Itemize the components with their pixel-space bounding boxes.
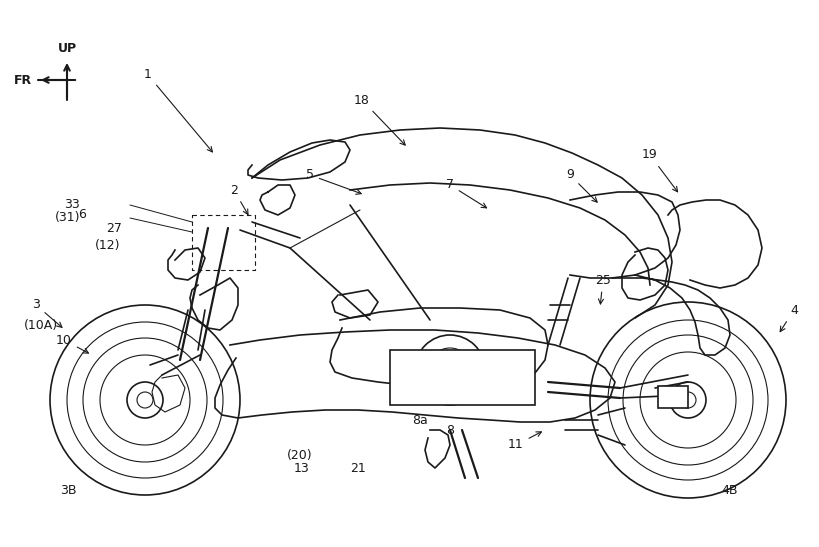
Text: 8a: 8a — [412, 414, 428, 427]
Text: 10: 10 — [56, 334, 88, 353]
Text: (12): (12) — [94, 238, 120, 252]
Text: 33: 33 — [64, 199, 80, 212]
Text: 5: 5 — [305, 168, 361, 194]
Text: 11: 11 — [508, 432, 541, 451]
Text: 3B: 3B — [60, 484, 76, 497]
Text: 2: 2 — [229, 183, 247, 214]
Text: 25: 25 — [595, 274, 610, 304]
Text: (20): (20) — [287, 449, 312, 462]
Text: 8: 8 — [446, 423, 454, 437]
Text: 4: 4 — [779, 304, 797, 331]
Text: 18: 18 — [354, 94, 405, 145]
Text: (31): (31) — [54, 212, 80, 224]
Text: UP: UP — [57, 42, 76, 55]
Text: 21: 21 — [350, 462, 365, 474]
Text: 27: 27 — [106, 222, 122, 235]
Text: 1: 1 — [144, 68, 212, 152]
Bar — [657, 386, 687, 408]
Text: 19: 19 — [641, 148, 676, 192]
Text: 3: 3 — [32, 299, 62, 327]
Text: 7: 7 — [446, 178, 486, 208]
Text: 13: 13 — [294, 462, 310, 474]
Text: (10A): (10A) — [24, 318, 58, 331]
Text: FR: FR — [14, 73, 32, 86]
Bar — [390, 350, 534, 405]
Text: 6: 6 — [78, 208, 86, 222]
Text: 9: 9 — [565, 168, 596, 202]
Text: 4B: 4B — [721, 484, 737, 497]
